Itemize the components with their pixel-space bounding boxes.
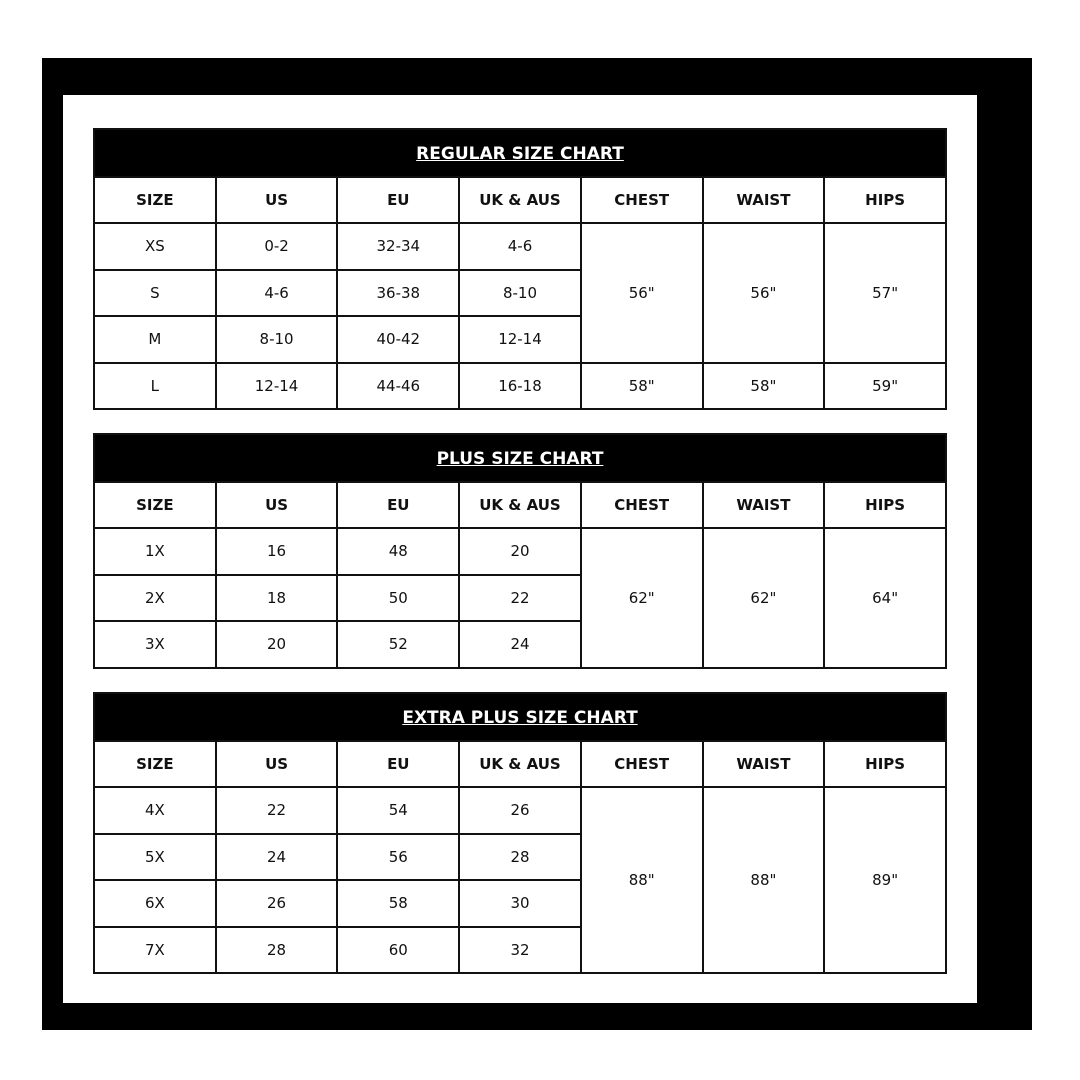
table-cell: 54 bbox=[338, 788, 461, 835]
column-header: WAIST bbox=[703, 742, 826, 788]
plus-size-chart: PLUS SIZE CHART SIZE US EU UK & AUS CHEST WAIS… bbox=[93, 433, 947, 669]
table-cell: 16 bbox=[216, 529, 339, 576]
table-cell: 32-34 bbox=[338, 224, 461, 271]
column-header: SIZE bbox=[95, 483, 217, 529]
column-header: HIPS bbox=[825, 742, 947, 788]
column-header: CHEST bbox=[581, 178, 704, 224]
table-cell: 28 bbox=[216, 927, 339, 974]
table-cell: 0-2 bbox=[216, 224, 339, 271]
column-header: HIPS bbox=[825, 483, 947, 529]
hips-cell: 89" bbox=[825, 788, 947, 974]
chest-cell: 62" bbox=[581, 529, 704, 669]
table-cell: 40-42 bbox=[338, 317, 461, 364]
table-cell: 12-14 bbox=[460, 317, 582, 364]
column-header: EU bbox=[338, 178, 461, 224]
table-cell: 8-10 bbox=[460, 270, 582, 317]
table-cell: M bbox=[95, 317, 217, 364]
column-header: CHEST bbox=[581, 742, 704, 788]
table-cell: 36-38 bbox=[338, 270, 461, 317]
table-cell: 24 bbox=[216, 834, 339, 881]
table-cell: 12-14 bbox=[216, 363, 339, 410]
table-cell: 32 bbox=[460, 927, 582, 974]
table-cell: 4-6 bbox=[216, 270, 339, 317]
table-cell: 44-46 bbox=[338, 363, 461, 410]
table-cell: 48 bbox=[338, 529, 461, 576]
table-cell: S bbox=[95, 270, 217, 317]
table-cell: 7X bbox=[95, 927, 217, 974]
table-cell: 30 bbox=[460, 881, 582, 928]
waist-cell: 56" bbox=[703, 224, 826, 364]
hips-cell: 57" bbox=[825, 224, 947, 364]
chest-cell: 58" bbox=[581, 363, 704, 410]
table-cell: XS bbox=[95, 224, 217, 271]
table-cell: 16-18 bbox=[460, 363, 582, 410]
column-header: HIPS bbox=[825, 178, 947, 224]
table-cell: 20 bbox=[460, 529, 582, 576]
column-header: WAIST bbox=[703, 483, 826, 529]
column-header: SIZE bbox=[95, 742, 217, 788]
table-cell: 60 bbox=[338, 927, 461, 974]
table-cell: 58 bbox=[338, 881, 461, 928]
column-header: EU bbox=[338, 483, 461, 529]
hips-cell: 64" bbox=[825, 529, 947, 669]
waist-cell: 58" bbox=[703, 363, 826, 410]
table-cell: 52 bbox=[338, 622, 461, 669]
extra-plus-size-chart: EXTRA PLUS SIZE CHART SIZE US EU UK & AUS CHE… bbox=[93, 692, 947, 974]
chart-title: PLUS SIZE CHART bbox=[95, 435, 947, 483]
column-header: CHEST bbox=[581, 483, 704, 529]
table-cell: 5X bbox=[95, 834, 217, 881]
column-header: US bbox=[216, 178, 339, 224]
table-cell: 56 bbox=[338, 834, 461, 881]
table-cell: L bbox=[95, 363, 217, 410]
waist-cell: 88" bbox=[703, 788, 826, 974]
column-header: EU bbox=[338, 742, 461, 788]
chest-cell: 88" bbox=[581, 788, 704, 974]
table-cell: 1X bbox=[95, 529, 217, 576]
table-cell: 8-10 bbox=[216, 317, 339, 364]
chart-title: REGULAR SIZE CHART bbox=[95, 130, 947, 178]
waist-cell: 62" bbox=[703, 529, 826, 669]
table-cell: 26 bbox=[216, 881, 339, 928]
chart-title: EXTRA PLUS SIZE CHART bbox=[95, 694, 947, 742]
column-header: US bbox=[216, 483, 339, 529]
chest-cell: 56" bbox=[581, 224, 704, 364]
table-cell: 6X bbox=[95, 881, 217, 928]
table-cell: 4-6 bbox=[460, 224, 582, 271]
table-cell: 24 bbox=[460, 622, 582, 669]
table-cell: 22 bbox=[460, 575, 582, 622]
column-header: UK & AUS bbox=[460, 742, 582, 788]
table-cell: 2X bbox=[95, 575, 217, 622]
table-cell: 26 bbox=[460, 788, 582, 835]
hips-cell: 59" bbox=[825, 363, 947, 410]
regular-size-chart: REGULAR SIZE CHART SIZE US EU UK & AUS CHEST W… bbox=[93, 128, 947, 410]
column-header: SIZE bbox=[95, 178, 217, 224]
column-header: UK & AUS bbox=[460, 178, 582, 224]
table-cell: 50 bbox=[338, 575, 461, 622]
table-cell: 18 bbox=[216, 575, 339, 622]
table-cell: 20 bbox=[216, 622, 339, 669]
column-header: WAIST bbox=[703, 178, 826, 224]
column-header: UK & AUS bbox=[460, 483, 582, 529]
column-header: US bbox=[216, 742, 339, 788]
table-cell: 3X bbox=[95, 622, 217, 669]
table-cell: 22 bbox=[216, 788, 339, 835]
table-cell: 4X bbox=[95, 788, 217, 835]
table-cell: 28 bbox=[460, 834, 582, 881]
